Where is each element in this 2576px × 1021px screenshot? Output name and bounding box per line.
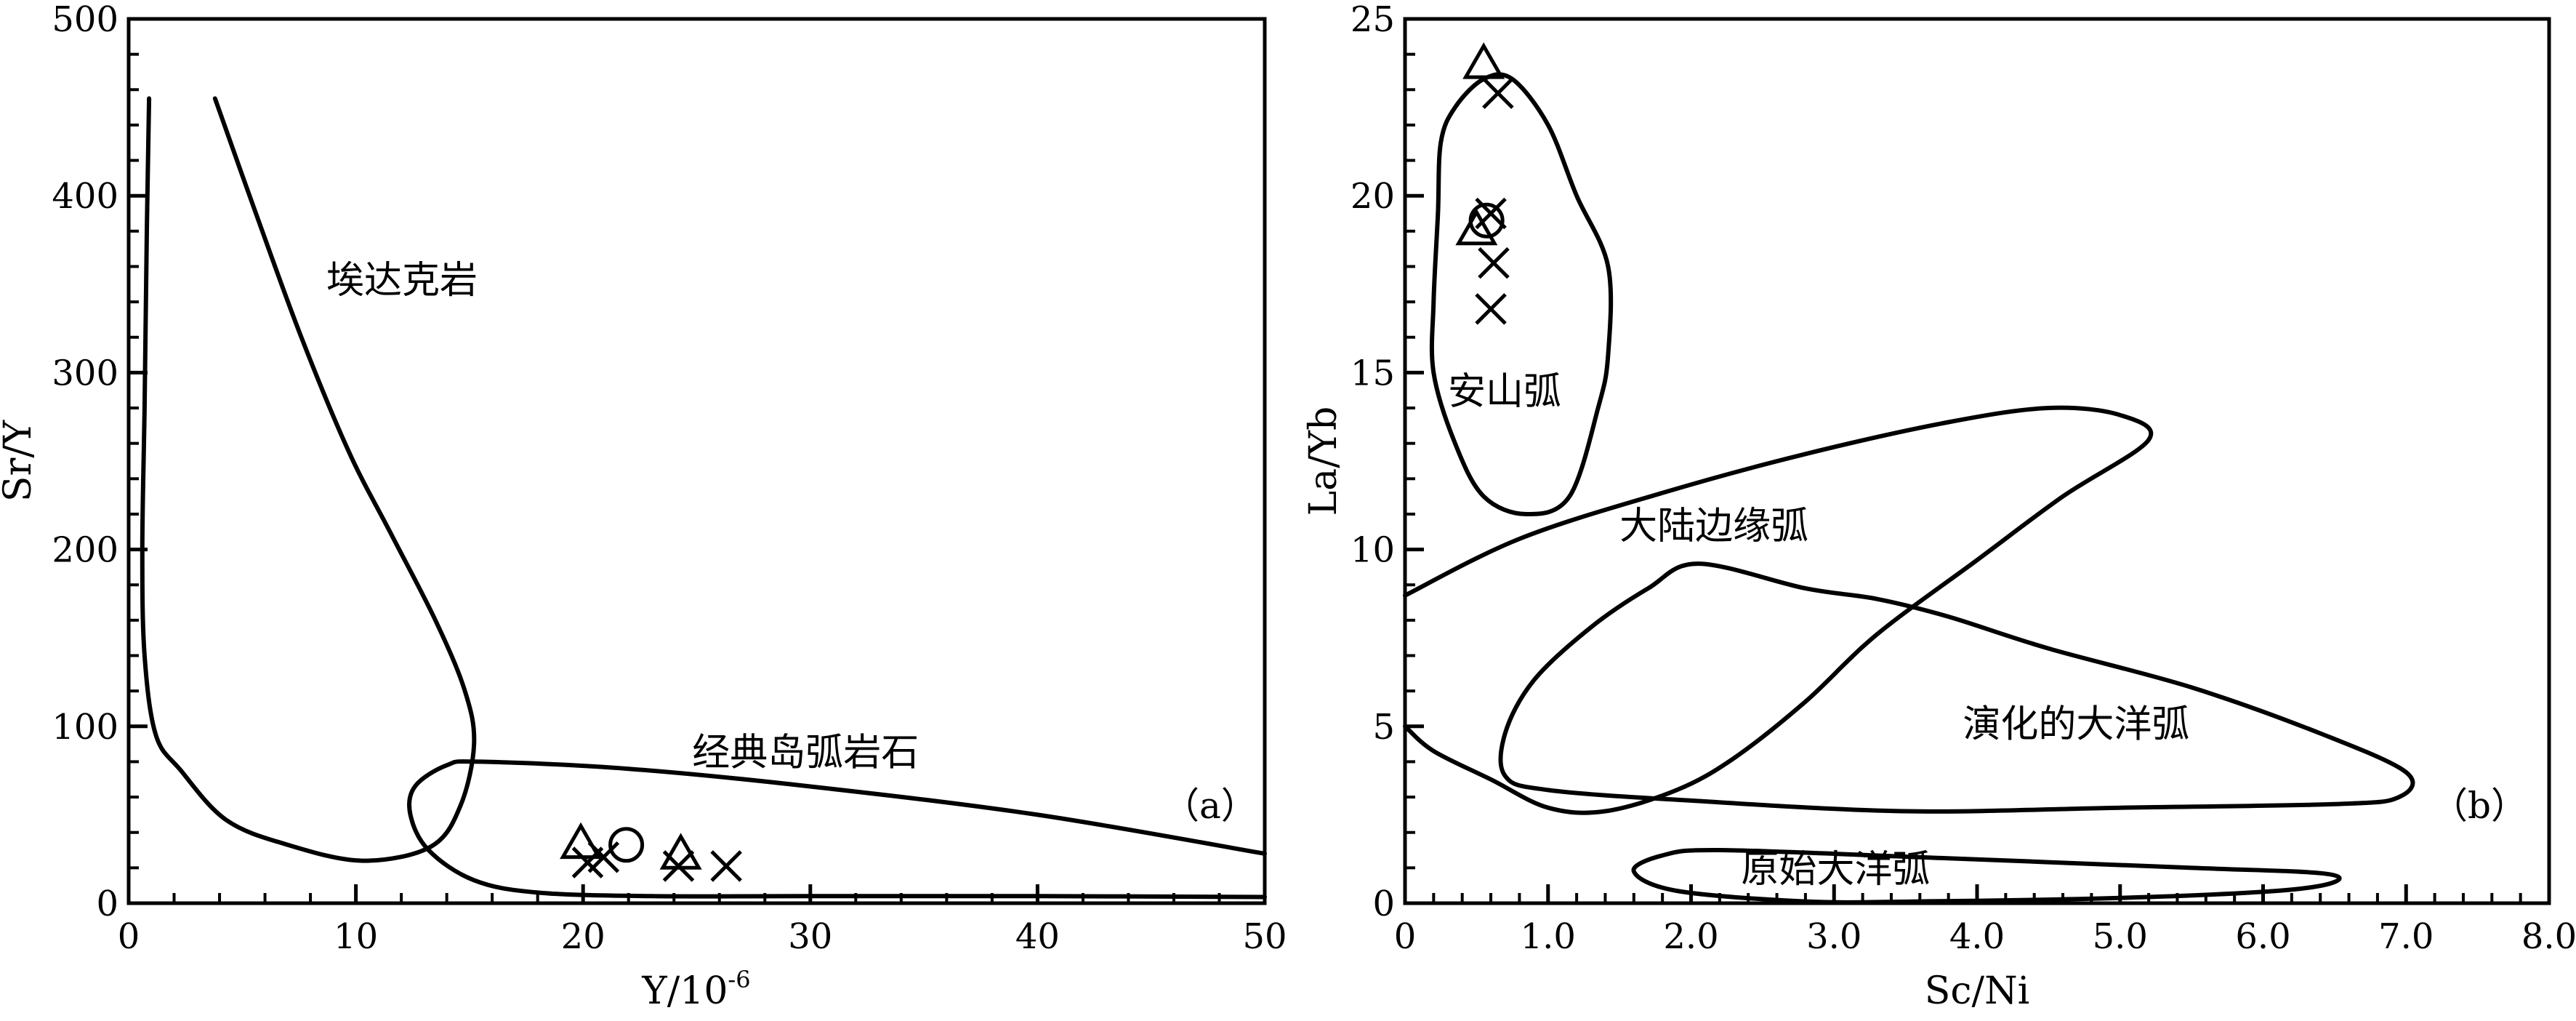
y-axis-title: La/Yb [1302,407,1345,516]
field-boundary [140,96,477,863]
field-boundary [1403,405,2154,815]
x-tick-label: 20 [561,916,605,957]
field-label: 演化的大洋弧 [1963,702,2189,746]
x-tick-label: 0 [118,916,140,957]
x-axis-title-exponent: -6 [728,966,750,993]
cross-stroke [662,850,695,882]
circle-marker [608,827,645,863]
field-boundary [407,759,1267,900]
y-tick-label: 0 [1372,884,1395,924]
x-tick-label: 6.0 [2235,916,2290,957]
cross-marker [710,850,742,882]
field-label: 埃达克岩 [326,259,478,303]
field-label: 原始大洋弧 [1741,848,1930,892]
y-tick-label: 400 [52,176,118,217]
x-tick-label: 40 [1015,916,1060,957]
field-boundary [1429,72,1614,516]
field-label: 大陆边缘弧 [1619,505,1808,548]
triangle-marker [1455,208,1498,246]
x-tick-label: 50 [1242,916,1287,957]
cross-stroke [1478,247,1510,279]
x-axis-title: Y/10-6 [641,966,750,1013]
x-tick-label: 30 [788,916,832,957]
x-tick-label: 8.0 [2521,916,2576,957]
panel-label: （a） [1163,785,1257,827]
x-tick-label: 10 [334,916,378,957]
panel-b-la-yb-vs-sc-ni: 0 1.0 2.0 3.0 4.0 5.0 6.0 7.0 8.0 0 5 10 15 20 25 Sc/Ni… [1302,0,2576,1013]
y-tick-label: 500 [52,0,118,40]
cross-marker [1482,77,1514,109]
plot-frame [126,17,1267,905]
field-boundary [1631,847,2342,905]
cross-marker [1475,293,1507,325]
x-axis-title: Sc/Ni [1925,969,2029,1013]
field-boundary [1498,561,2415,814]
cross-stroke [587,841,620,873]
y-tick-label: 20 [1351,176,1395,217]
cross-stroke [1475,197,1507,230]
field-label: 安山弧 [1448,370,1561,414]
panel-a-sr-y-vs-y: 0 10 20 30 40 500100200300400500Y/10-6Sr/Y埃达克… [0,0,1287,1013]
y-tick-label: 0 [96,884,118,924]
y-tick-label: 15 [1351,353,1395,393]
y-tick-label: 5 [1372,707,1395,748]
circle-marker [1468,202,1505,239]
x-tick-label: 3.0 [1806,916,1861,957]
cross-marker [662,850,695,882]
x-tick-label: 5.0 [2093,916,2148,957]
cross-stroke [1475,293,1507,325]
triangle-marker [1462,42,1505,79]
x-tick-label: 4.0 [1949,916,2005,957]
x-tick-label: 2.0 [1663,916,1718,957]
cross-marker [587,841,620,873]
y-tick-label: 25 [1351,0,1395,40]
y-axis-title: Sr/Y [0,420,40,502]
y-tick-label: 200 [52,530,118,571]
panel-label: （b） [2431,785,2527,827]
y-tick-label: 10 [1351,530,1395,571]
y-tick-label: 300 [52,353,118,393]
cross-marker [1478,247,1510,279]
cross-marker [1475,197,1507,230]
x-tick-label: 7.0 [2378,916,2434,957]
x-tick-label: 0 [1394,916,1417,957]
triangle-marker [560,822,603,860]
cross-stroke [1482,77,1514,109]
x-tick-label: 1.0 [1521,916,1576,957]
cross-stroke [710,850,742,882]
y-tick-label: 100 [52,707,118,748]
field-label: 经典岛弧岩石 [692,731,919,774]
plot-frame [1403,17,2551,905]
